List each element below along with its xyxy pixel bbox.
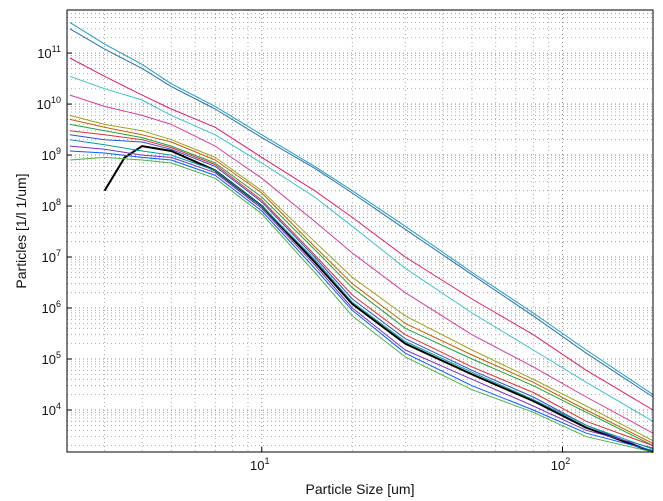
x-tick-label: 101 <box>250 456 269 473</box>
y-tick-label: 107 <box>42 248 61 265</box>
tick-layer: 101 102 104 105 106 107 108 109 1010 1011 <box>37 44 571 473</box>
series-line-12 <box>69 139 654 450</box>
series-line-8 <box>69 134 654 453</box>
plot-frame <box>66 9 654 453</box>
x-tick-label: 102 <box>551 456 570 473</box>
series-line-14 <box>69 150 654 452</box>
series-line-1 <box>69 21 654 396</box>
series-line-7 <box>69 123 654 447</box>
y-tick-label: 104 <box>42 401 61 418</box>
y-tick-label: 106 <box>42 299 61 316</box>
series-line-4 <box>69 75 654 422</box>
y-tick-label: 105 <box>42 350 61 367</box>
series-line-3 <box>69 57 654 411</box>
series-line-15 <box>69 156 654 453</box>
series-line-11 <box>69 145 654 449</box>
series-line-2 <box>69 28 654 398</box>
series-line-5 <box>69 94 654 434</box>
series-line-9 <box>103 145 654 453</box>
plot-background <box>67 10 653 452</box>
y-tick-label: 109 <box>42 146 61 163</box>
series-line-6 <box>69 114 654 442</box>
y-axis-label: Particles [1/l 1/um] <box>13 173 29 288</box>
y-tick-label: 1011 <box>37 44 61 61</box>
series-line-13 <box>69 118 654 444</box>
y-tick-label: 1010 <box>37 95 61 112</box>
y-tick-label: 108 <box>42 197 61 214</box>
x-axis-label: Particle Size [um] <box>306 481 415 497</box>
series-layer <box>69 21 654 453</box>
series-line-10 <box>69 130 654 447</box>
